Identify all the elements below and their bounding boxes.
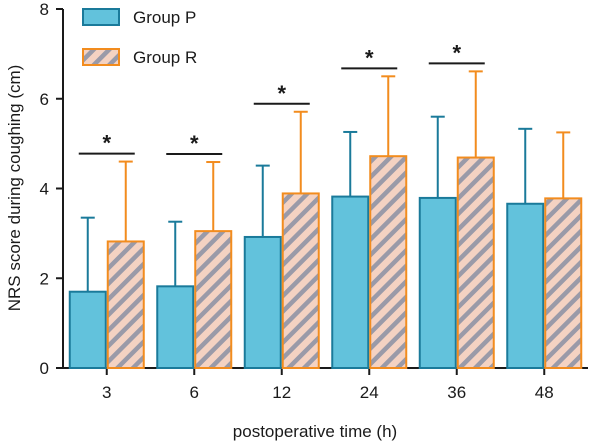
legend-label-group-p: Group P	[133, 8, 196, 27]
x-tick-label: 3	[102, 383, 111, 402]
bar-group-p	[418, 196, 457, 369]
bar-group-r	[544, 197, 583, 369]
y-tick-label: 0	[40, 359, 49, 378]
bar-group-r	[369, 155, 408, 369]
bar-group-p	[68, 290, 107, 369]
bar-group-r	[106, 240, 145, 369]
x-tick-label: 36	[447, 383, 466, 402]
bar-group-r	[456, 156, 495, 369]
x-axis-label: postoperative time (h)	[233, 422, 397, 441]
significance-marker: *	[452, 40, 461, 65]
legend-swatch-group-p	[82, 8, 120, 26]
significance-marker: *	[102, 131, 111, 156]
bar-group-r	[281, 192, 320, 369]
bar-group-p	[243, 235, 282, 369]
legend-swatch-group-r	[82, 48, 120, 66]
y-axis-label: NRS score during coughing (cm)	[5, 65, 24, 312]
x-tick-label: 48	[535, 383, 554, 402]
legend: Group P Group R	[82, 8, 197, 67]
x-tick-label: 6	[190, 383, 199, 402]
y-tick-label: 2	[40, 269, 49, 288]
legend-label-group-r: Group R	[133, 48, 197, 67]
bar-group-p	[156, 285, 195, 370]
significance-marker: *	[277, 81, 286, 106]
bar-group-p	[506, 202, 545, 369]
y-tick-label: 6	[40, 90, 49, 109]
bar-group-p	[331, 195, 370, 369]
bar-group-r	[194, 230, 233, 369]
significance-marker: *	[190, 131, 199, 156]
x-tick-label: 12	[272, 383, 291, 402]
y-tick-label: 8	[40, 0, 49, 19]
significance-marker: *	[365, 45, 374, 70]
y-tick-label: 4	[40, 180, 49, 199]
x-tick-label: 24	[360, 383, 379, 402]
